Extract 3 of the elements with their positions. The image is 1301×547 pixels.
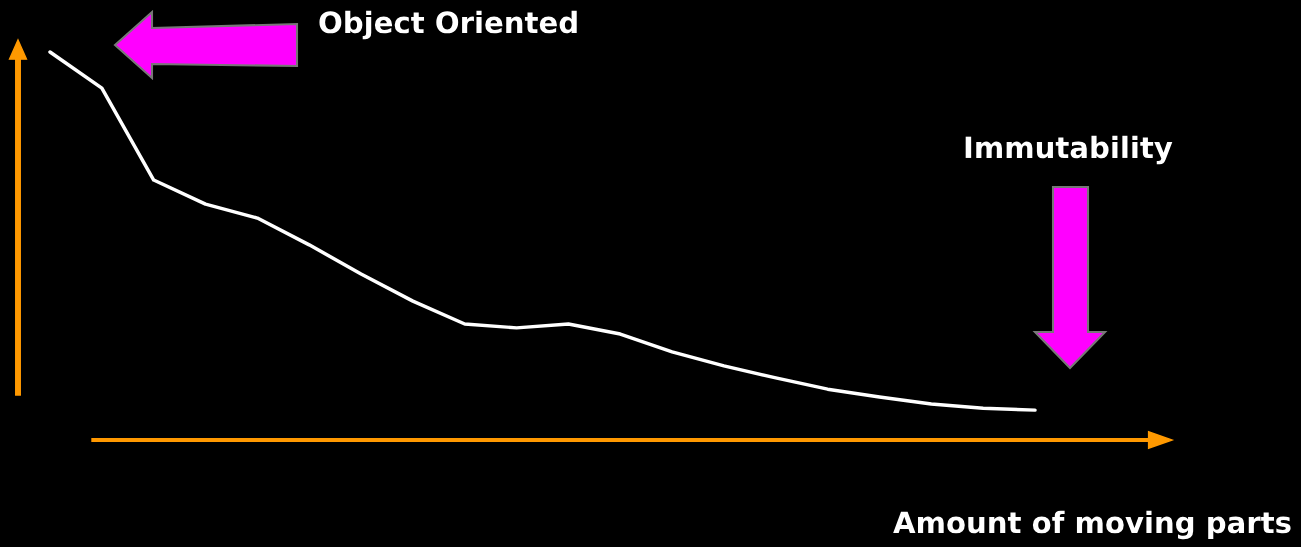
text: Object Oriented [319, 10, 577, 40]
annotation: Immutability [965, 135, 1173, 165]
x-axis-title: Amount of moving parts [893, 510, 1291, 540]
